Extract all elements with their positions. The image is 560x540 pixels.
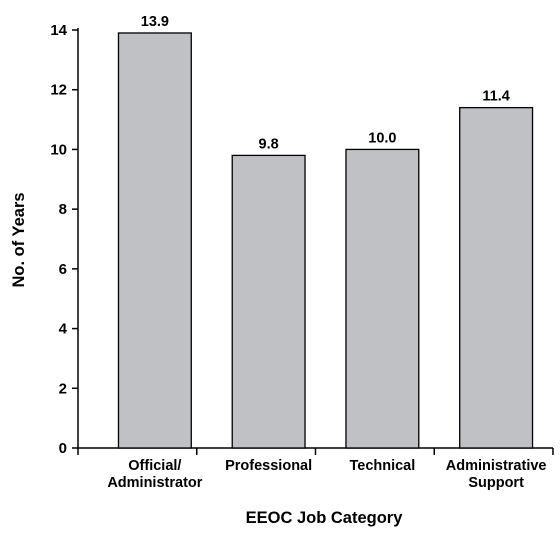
y-axis-title: No. of Years — [10, 192, 28, 287]
bar-value-label: 13.9 — [141, 14, 169, 30]
bar-value-label: 10.0 — [368, 130, 396, 146]
category-label: Support — [468, 475, 524, 491]
category-label: Administrative — [446, 458, 547, 474]
category-label: Professional — [225, 458, 312, 474]
y-tick-label: 10 — [50, 141, 67, 158]
bars — [117, 32, 534, 449]
y-tick-label: 14 — [50, 22, 67, 39]
y-tick-label: 2 — [59, 380, 67, 397]
category-label: Technical — [349, 458, 415, 474]
x-axis-title: EEOC Job Category — [246, 509, 404, 527]
bar — [231, 154, 306, 449]
bar — [345, 148, 420, 449]
y-tick-label: 4 — [59, 321, 68, 338]
y-tick-label: 6 — [59, 261, 67, 278]
bar-value-label: 9.8 — [259, 136, 279, 152]
y-tick-label: 0 — [59, 440, 67, 457]
bar — [117, 32, 192, 449]
bar-value-label: 11.4 — [482, 89, 509, 105]
category-label: Administrator — [107, 475, 202, 491]
bar — [459, 106, 534, 449]
category-label: Official/ — [128, 458, 181, 474]
labels: 13.9 Official/Administrator 9.8 Professiona… — [107, 14, 546, 491]
y-tick-label: 12 — [50, 82, 67, 99]
y-tick-label: 8 — [59, 201, 67, 218]
